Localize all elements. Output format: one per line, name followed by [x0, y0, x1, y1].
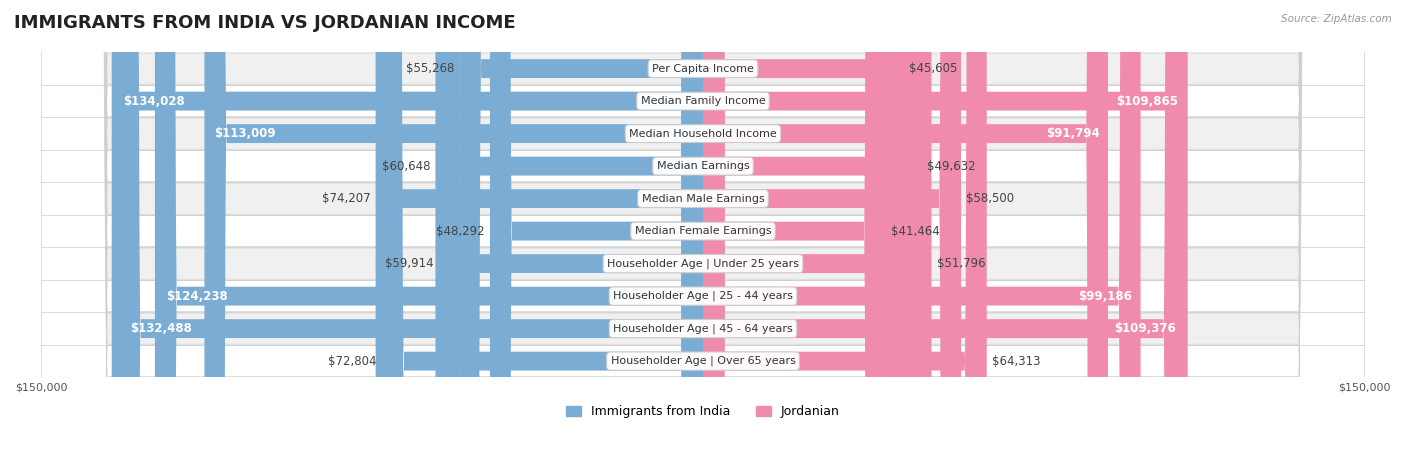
FancyBboxPatch shape [703, 0, 987, 467]
Text: $55,268: $55,268 [405, 62, 454, 75]
FancyBboxPatch shape [41, 0, 1365, 467]
Text: $124,238: $124,238 [166, 290, 228, 303]
FancyBboxPatch shape [41, 0, 1365, 467]
Text: $59,914: $59,914 [385, 257, 433, 270]
Text: Householder Age | Under 25 years: Householder Age | Under 25 years [607, 258, 799, 269]
FancyBboxPatch shape [703, 0, 1140, 467]
Text: $132,488: $132,488 [131, 322, 193, 335]
Text: $113,009: $113,009 [214, 127, 276, 140]
FancyBboxPatch shape [41, 0, 1365, 467]
Text: $58,500: $58,500 [966, 192, 1015, 205]
Text: $109,376: $109,376 [1114, 322, 1175, 335]
Text: $74,207: $74,207 [322, 192, 370, 205]
Text: IMMIGRANTS FROM INDIA VS JORDANIAN INCOME: IMMIGRANTS FROM INDIA VS JORDANIAN INCOM… [14, 14, 516, 32]
FancyBboxPatch shape [436, 0, 703, 467]
FancyBboxPatch shape [382, 0, 703, 467]
Text: Per Capita Income: Per Capita Income [652, 64, 754, 74]
Text: Median Earnings: Median Earnings [657, 161, 749, 171]
Text: $99,186: $99,186 [1078, 290, 1132, 303]
Text: Median Household Income: Median Household Income [628, 128, 778, 139]
FancyBboxPatch shape [703, 0, 932, 467]
Legend: Immigrants from India, Jordanian: Immigrants from India, Jordanian [561, 400, 845, 423]
Text: $134,028: $134,028 [124, 95, 186, 107]
FancyBboxPatch shape [703, 0, 904, 467]
FancyBboxPatch shape [41, 0, 1365, 467]
FancyBboxPatch shape [41, 0, 1365, 467]
FancyBboxPatch shape [41, 0, 1365, 467]
Text: $48,292: $48,292 [436, 225, 485, 238]
FancyBboxPatch shape [489, 0, 703, 467]
FancyBboxPatch shape [41, 0, 1365, 467]
FancyBboxPatch shape [703, 0, 1188, 467]
Text: $49,632: $49,632 [927, 160, 976, 173]
Text: Median Family Income: Median Family Income [641, 96, 765, 106]
Text: Householder Age | Over 65 years: Householder Age | Over 65 years [610, 356, 796, 367]
Text: $41,464: $41,464 [891, 225, 941, 238]
FancyBboxPatch shape [375, 0, 703, 467]
Text: Median Female Earnings: Median Female Earnings [634, 226, 772, 236]
Text: $51,796: $51,796 [936, 257, 986, 270]
FancyBboxPatch shape [118, 0, 703, 467]
FancyBboxPatch shape [460, 0, 703, 467]
Text: $64,313: $64,313 [993, 354, 1040, 368]
Text: $109,865: $109,865 [1116, 95, 1178, 107]
Text: $72,804: $72,804 [328, 354, 377, 368]
Text: $45,605: $45,605 [910, 62, 957, 75]
FancyBboxPatch shape [703, 0, 1108, 467]
FancyBboxPatch shape [703, 0, 1185, 467]
Text: Householder Age | 25 - 44 years: Householder Age | 25 - 44 years [613, 291, 793, 301]
Text: Median Male Earnings: Median Male Earnings [641, 194, 765, 204]
FancyBboxPatch shape [703, 0, 886, 467]
FancyBboxPatch shape [204, 0, 703, 467]
FancyBboxPatch shape [41, 0, 1365, 467]
Text: $91,794: $91,794 [1046, 127, 1099, 140]
FancyBboxPatch shape [703, 0, 922, 467]
FancyBboxPatch shape [41, 0, 1365, 467]
Text: Householder Age | 45 - 64 years: Householder Age | 45 - 64 years [613, 323, 793, 334]
Text: $60,648: $60,648 [381, 160, 430, 173]
FancyBboxPatch shape [703, 0, 962, 467]
FancyBboxPatch shape [155, 0, 703, 467]
FancyBboxPatch shape [439, 0, 703, 467]
FancyBboxPatch shape [111, 0, 703, 467]
Text: Source: ZipAtlas.com: Source: ZipAtlas.com [1281, 14, 1392, 24]
FancyBboxPatch shape [41, 0, 1365, 467]
